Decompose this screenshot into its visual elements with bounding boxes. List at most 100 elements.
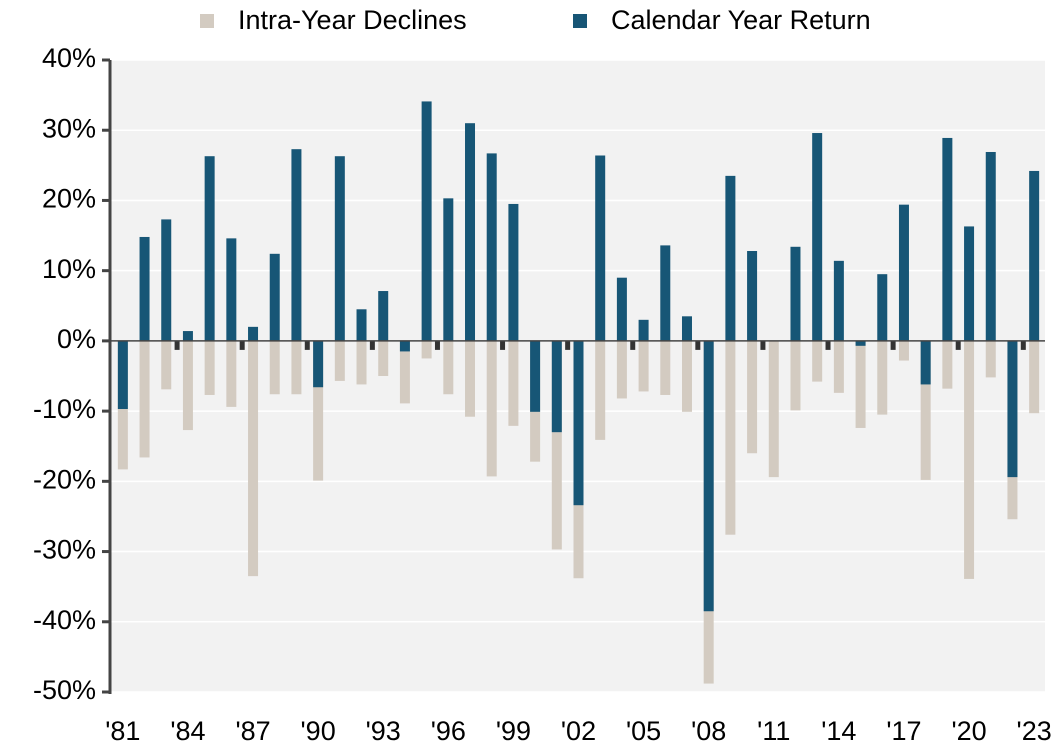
x-tick-label: '81 xyxy=(105,716,140,746)
bar xyxy=(1029,340,1040,414)
legend-swatch xyxy=(573,14,587,28)
bar xyxy=(182,340,193,431)
y-tick-label: 30% xyxy=(42,113,96,143)
bar xyxy=(1007,340,1018,478)
bar xyxy=(356,309,367,341)
bar xyxy=(877,274,888,341)
bar xyxy=(269,340,280,395)
x-tick-label: '96 xyxy=(431,716,466,746)
y-tick-label: 10% xyxy=(42,254,96,284)
x-tick-label: '08 xyxy=(691,716,726,746)
bar xyxy=(508,203,519,341)
bar xyxy=(595,340,606,440)
bar xyxy=(985,340,996,378)
bar xyxy=(985,151,996,341)
bar xyxy=(790,340,801,411)
legend-label: Intra-Year Declines xyxy=(238,5,467,35)
x-tick-label: '99 xyxy=(496,716,531,746)
x-tick-label: '23 xyxy=(1017,716,1052,746)
x-tick-label: '11 xyxy=(757,716,790,746)
y-tick-label: 20% xyxy=(42,184,96,214)
x-tick-label: '93 xyxy=(366,716,401,746)
y-tick-label: -40% xyxy=(33,605,96,635)
bar xyxy=(812,340,823,382)
bar xyxy=(182,331,193,341)
bar xyxy=(313,340,324,481)
bar xyxy=(833,340,844,393)
bar xyxy=(616,277,627,341)
bar xyxy=(421,340,432,359)
bar xyxy=(573,340,584,506)
bar xyxy=(812,133,823,341)
bar xyxy=(226,340,237,407)
bar xyxy=(291,149,302,341)
bar xyxy=(725,340,736,535)
legend-label: Calendar Year Return xyxy=(611,5,871,35)
bar xyxy=(356,340,367,385)
x-tick-label: '05 xyxy=(626,716,661,746)
bar xyxy=(790,246,801,341)
bar xyxy=(681,340,692,412)
bar xyxy=(248,326,259,341)
bar xyxy=(855,340,866,346)
y-tick-label: -30% xyxy=(33,535,96,565)
bar xyxy=(920,340,931,480)
x-tick-label: '90 xyxy=(301,716,336,746)
bar xyxy=(248,340,259,577)
bar xyxy=(508,340,519,426)
bar xyxy=(378,291,389,341)
bar xyxy=(942,137,953,341)
bar xyxy=(530,340,541,412)
bar xyxy=(269,253,280,341)
bar xyxy=(768,340,779,478)
bar xyxy=(204,340,215,395)
bar xyxy=(877,340,888,415)
bar xyxy=(313,340,324,388)
bar xyxy=(161,340,172,390)
bar xyxy=(399,340,410,404)
legend-swatch xyxy=(200,14,214,28)
bar xyxy=(486,153,497,341)
x-tick-label: '02 xyxy=(561,716,596,746)
bar xyxy=(117,340,128,410)
bar xyxy=(855,340,866,428)
bar xyxy=(443,340,454,395)
bar xyxy=(204,156,215,341)
y-tick-label: -50% xyxy=(33,675,96,705)
bar xyxy=(399,340,410,352)
bar xyxy=(334,156,345,341)
x-tick-label: '84 xyxy=(170,716,205,746)
bar xyxy=(465,340,476,417)
bar xyxy=(443,198,454,341)
bar xyxy=(747,340,758,454)
bar xyxy=(725,175,736,341)
y-tick-label: -10% xyxy=(33,394,96,424)
bar xyxy=(747,251,758,341)
x-tick-label: '17 xyxy=(886,716,921,746)
x-tick-label: '87 xyxy=(235,716,270,746)
y-tick-label: -20% xyxy=(33,464,96,494)
y-tick-label: 40% xyxy=(42,43,96,73)
bar xyxy=(660,340,671,395)
bar xyxy=(334,340,345,381)
bar xyxy=(898,204,909,341)
bar xyxy=(898,340,909,361)
bar xyxy=(486,340,497,477)
bar xyxy=(681,316,692,341)
bar xyxy=(638,319,649,341)
bar xyxy=(964,226,975,341)
bar xyxy=(920,340,931,385)
bar xyxy=(226,238,237,341)
bar xyxy=(139,340,150,458)
bar xyxy=(964,340,975,579)
y-tick-label: 0% xyxy=(57,324,96,354)
bar xyxy=(291,340,302,395)
bar xyxy=(421,101,432,341)
bar xyxy=(703,340,714,612)
bar xyxy=(638,340,649,392)
bar xyxy=(378,340,389,376)
bar xyxy=(551,340,562,550)
bar xyxy=(616,340,627,399)
bar xyxy=(161,219,172,341)
